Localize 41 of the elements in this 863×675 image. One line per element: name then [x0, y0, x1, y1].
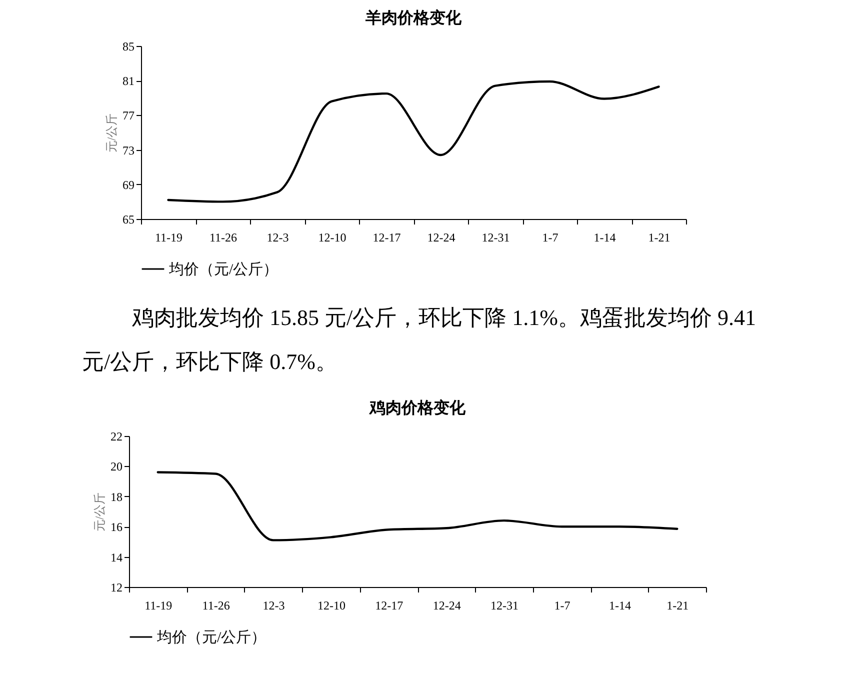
y-tick-label: 18 — [110, 490, 122, 504]
x-tick-label: 12-10 — [318, 230, 346, 244]
text: 鸡肉批发均价 15.85 元/公斤，环比下降 1.1%。鸡蛋批发均价 9.41 元/公斤，环比下降 0.7%。 — [82, 304, 757, 376]
y-tick-label: 12 — [110, 580, 122, 594]
x-tick-label: 12-31 — [482, 230, 510, 244]
y-tick-label: 77 — [122, 108, 134, 123]
x-tick-label: 12-31 — [490, 598, 519, 612]
x-tick-label: 12-10 — [317, 598, 346, 612]
y-axis-title: 元/公斤 — [92, 492, 106, 532]
x-tick-label: 11-19 — [154, 230, 183, 244]
legend-label: 均价（元/公斤） — [168, 261, 278, 278]
y-tick-label: 22 — [110, 430, 122, 444]
chart-title: 鸡肉价格变化 — [368, 399, 466, 417]
y-tick-label: 81 — [122, 74, 134, 88]
y-tick-label: 20 — [110, 460, 122, 474]
x-tick-label: 12-3 — [266, 230, 289, 244]
x-tick-label: 12-24 — [427, 230, 456, 244]
x-tick-label: 12-3 — [262, 598, 285, 612]
y-tick-label: 85 — [122, 40, 134, 54]
y-tick-label: 16 — [110, 520, 122, 534]
x-tick-label: 11-26 — [209, 230, 238, 244]
x-tick-label: 1-21 — [648, 230, 670, 244]
x-tick-label: 12-24 — [432, 598, 461, 612]
y-axis-title: 元/公斤 — [104, 113, 118, 153]
y-tick-label: 73 — [122, 143, 134, 158]
chart-title: 羊肉价格变化 — [364, 9, 462, 27]
x-tick-label: 1-7 — [542, 230, 558, 244]
x-tick-label: 12-17 — [372, 230, 401, 244]
x-tick-label: 1-7 — [554, 598, 570, 612]
line-series — [167, 80, 660, 203]
line-series — [156, 471, 678, 542]
x-tick-label: 1-14 — [608, 598, 631, 612]
x-tick-label: 1-21 — [666, 598, 689, 612]
y-tick-label: 14 — [110, 550, 122, 564]
y-tick-label: 65 — [122, 212, 134, 226]
x-tick-label: 11-26 — [202, 598, 230, 612]
x-tick-label: 11-19 — [144, 598, 172, 612]
legend-label: 均价（元/公斤） — [156, 629, 266, 646]
y-tick-label: 69 — [122, 178, 134, 192]
x-tick-label: 12-17 — [375, 598, 404, 612]
x-tick-label: 1-14 — [594, 230, 616, 244]
